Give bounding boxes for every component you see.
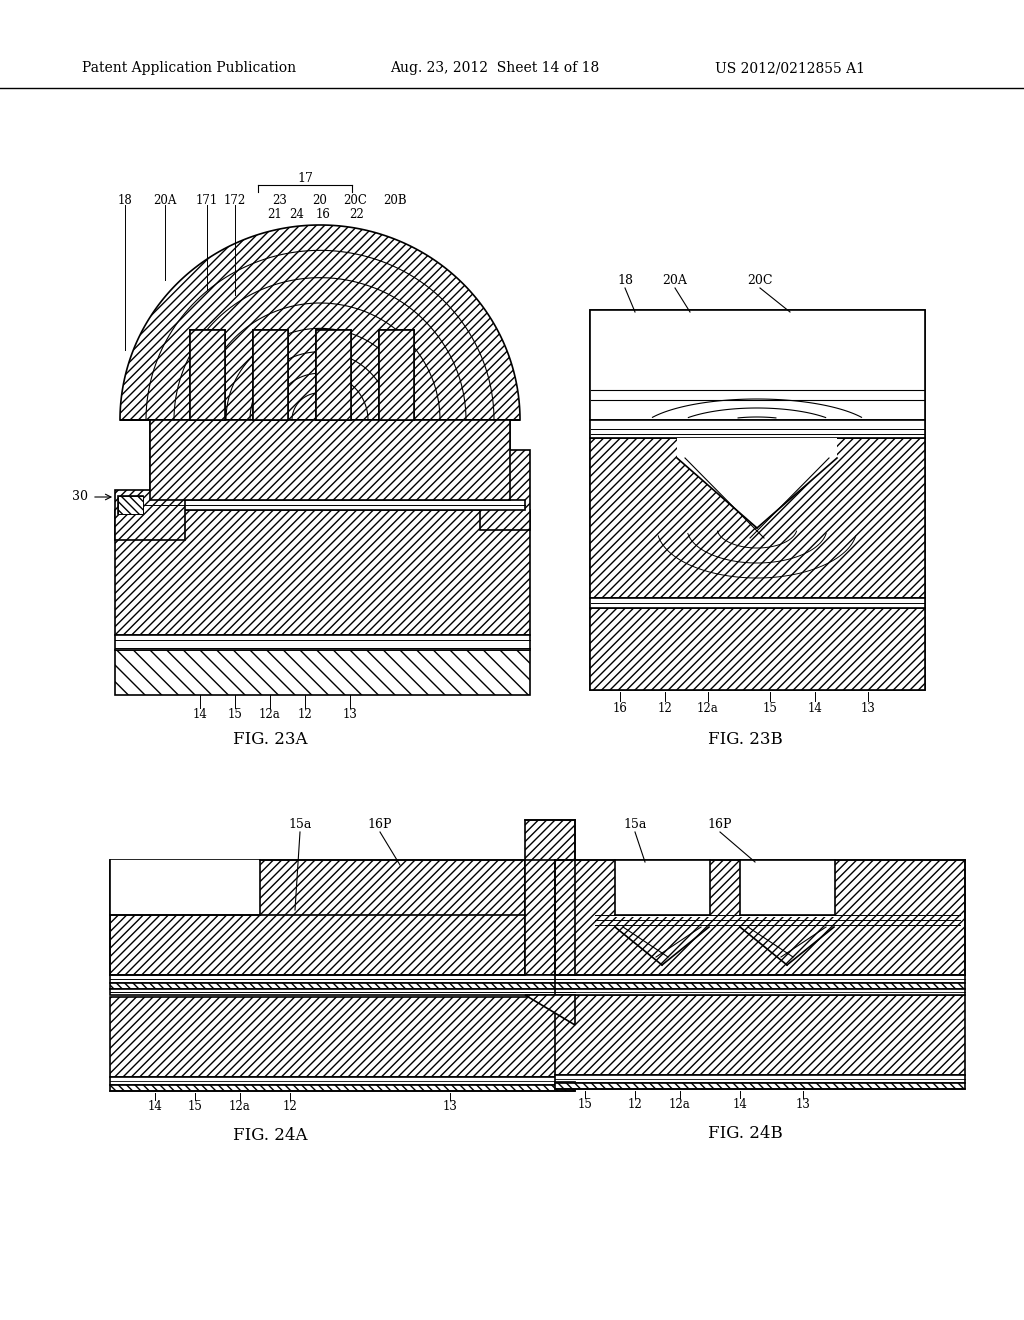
Text: 14: 14 [147, 1101, 163, 1114]
Text: 12: 12 [628, 1098, 642, 1111]
Text: 171: 171 [196, 194, 218, 206]
Text: 20: 20 [312, 194, 328, 206]
Bar [190, 330, 225, 420]
Text: 14: 14 [193, 709, 208, 722]
Bar [590, 438, 925, 598]
Text: 18: 18 [617, 273, 633, 286]
Bar [480, 450, 530, 531]
Text: 14: 14 [732, 1098, 748, 1111]
Text: 24: 24 [290, 209, 304, 222]
Bar [615, 861, 710, 917]
Bar [110, 997, 575, 1077]
Text: 15: 15 [763, 701, 777, 714]
Text: 12: 12 [283, 1101, 297, 1114]
Bar [110, 989, 575, 995]
Text: Aug. 23, 2012  Sheet 14 of 18: Aug. 23, 2012 Sheet 14 of 18 [390, 61, 599, 75]
Text: 13: 13 [860, 701, 876, 714]
Text: Patent Application Publication: Patent Application Publication [82, 61, 296, 75]
Polygon shape [677, 438, 837, 528]
Bar [590, 310, 925, 420]
Bar [110, 1085, 575, 1092]
Bar [590, 310, 925, 690]
Bar [316, 330, 351, 420]
Text: 12a: 12a [697, 701, 719, 714]
Bar [525, 820, 575, 975]
Text: 22: 22 [349, 209, 365, 222]
Text: 13: 13 [343, 709, 357, 722]
Bar [555, 983, 965, 989]
Bar [110, 975, 575, 983]
Text: 15a: 15a [289, 818, 311, 832]
Text: 20C: 20C [343, 194, 367, 206]
Text: 14: 14 [808, 701, 822, 714]
Bar [118, 496, 143, 513]
Bar [110, 861, 525, 975]
Bar [115, 635, 530, 649]
Bar [555, 989, 965, 995]
Bar [555, 861, 965, 975]
Bar [590, 609, 925, 690]
Bar [150, 420, 510, 500]
Text: 16P: 16P [368, 818, 392, 832]
Bar [253, 330, 288, 420]
Text: 21: 21 [267, 209, 283, 222]
Text: 30: 30 [72, 491, 88, 503]
Bar [555, 995, 965, 1074]
Text: 16P: 16P [708, 818, 732, 832]
Text: US 2012/0212855 A1: US 2012/0212855 A1 [715, 61, 865, 75]
Text: 20C: 20C [748, 273, 773, 286]
Bar [590, 598, 925, 609]
Text: 15: 15 [187, 1101, 203, 1114]
Bar [190, 330, 225, 420]
Text: 16: 16 [612, 701, 628, 714]
Polygon shape [525, 995, 575, 1026]
Bar [316, 330, 351, 420]
Bar [110, 861, 260, 915]
Text: 18: 18 [118, 194, 132, 206]
Bar [118, 496, 143, 513]
Text: 12a: 12a [229, 1101, 251, 1114]
Bar [115, 490, 185, 540]
Bar [115, 649, 530, 696]
Text: FIG. 24A: FIG. 24A [232, 1126, 307, 1143]
Bar [590, 420, 925, 438]
Text: 12a: 12a [259, 709, 281, 722]
Text: 12: 12 [657, 701, 673, 714]
Bar [150, 420, 510, 500]
Text: 12: 12 [298, 709, 312, 722]
Text: 12a: 12a [669, 1098, 691, 1111]
Text: 23: 23 [272, 194, 288, 206]
Text: 20B: 20B [383, 194, 407, 206]
Bar [379, 330, 414, 420]
Text: 15a: 15a [624, 818, 647, 832]
Bar [379, 330, 414, 420]
Bar [555, 975, 965, 983]
Text: 13: 13 [442, 1101, 458, 1114]
Text: FIG. 23B: FIG. 23B [708, 731, 782, 748]
Text: 20A: 20A [154, 194, 177, 206]
Bar [555, 1074, 965, 1082]
Bar [555, 1082, 965, 1089]
Bar [253, 330, 288, 420]
Bar [130, 500, 525, 510]
Text: FIG. 23A: FIG. 23A [232, 731, 307, 748]
Text: 15: 15 [578, 1098, 593, 1111]
Polygon shape [120, 224, 520, 420]
Text: 17: 17 [297, 172, 313, 185]
Bar [110, 1077, 575, 1085]
Text: 20A: 20A [663, 273, 687, 286]
Text: 13: 13 [796, 1098, 810, 1111]
Text: FIG. 24B: FIG. 24B [708, 1125, 782, 1142]
Text: 15: 15 [227, 709, 243, 722]
Bar [110, 983, 575, 989]
Bar [740, 861, 835, 917]
Text: 16: 16 [315, 209, 331, 222]
Text: 172: 172 [224, 194, 246, 206]
Bar [115, 510, 530, 635]
